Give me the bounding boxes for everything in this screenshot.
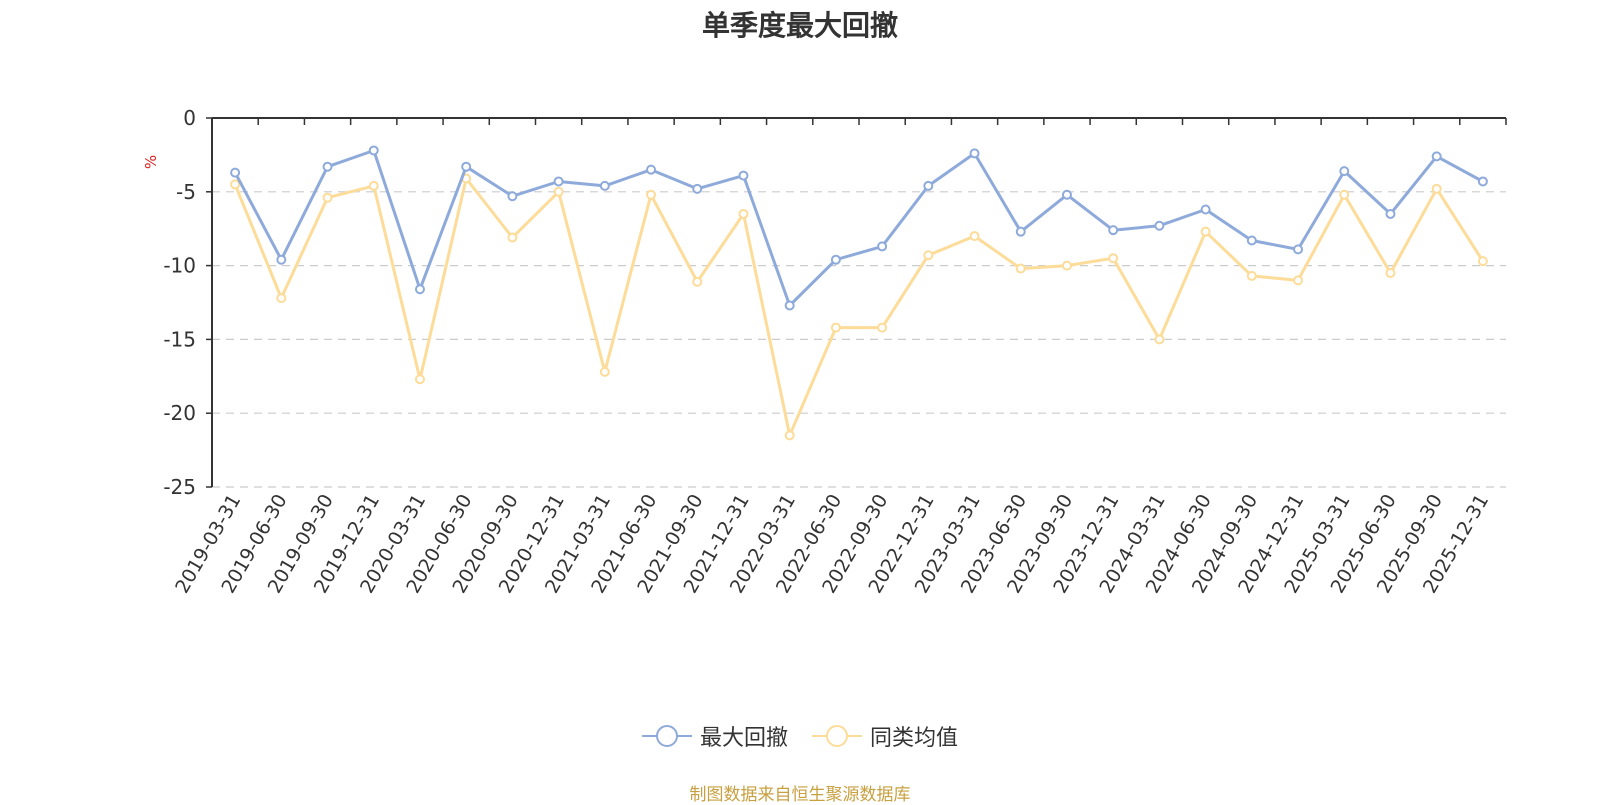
data-point[interactable] — [553, 186, 564, 197]
data-point[interactable] — [1477, 176, 1488, 187]
data-point[interactable] — [923, 250, 934, 261]
data-point[interactable] — [877, 322, 888, 333]
data-point[interactable] — [1200, 204, 1211, 215]
data-point[interactable] — [599, 180, 610, 191]
data-point[interactable] — [276, 293, 287, 304]
series-0 — [230, 145, 1488, 311]
data-point[interactable] — [322, 192, 333, 203]
chart-title: 单季度最大回撤 — [701, 9, 898, 42]
data-point[interactable] — [969, 231, 980, 242]
y-tick-label: 0 — [183, 106, 196, 130]
data-point[interactable] — [1339, 189, 1350, 200]
data-point[interactable] — [1108, 253, 1119, 264]
data-point[interactable] — [692, 183, 703, 194]
data-point[interactable] — [923, 180, 934, 191]
data-point[interactable] — [1246, 235, 1257, 246]
y-tick-label: -10 — [163, 254, 196, 278]
data-point[interactable] — [1431, 151, 1442, 162]
data-point[interactable] — [1431, 183, 1442, 194]
data-point[interactable] — [738, 170, 749, 181]
series-line — [233, 149, 1484, 307]
data-point[interactable] — [1339, 166, 1350, 177]
data-point[interactable] — [553, 176, 564, 187]
series — [230, 145, 1488, 441]
data-point[interactable] — [784, 300, 795, 311]
legend-item-series-1[interactable]: 同类均值 — [812, 720, 958, 752]
data-point[interactable] — [1477, 256, 1488, 267]
legend-label-0: 最大回撤 — [699, 726, 788, 751]
data-point[interactable] — [830, 322, 841, 333]
data-point[interactable] — [738, 208, 749, 219]
data-point[interactable] — [230, 167, 241, 178]
y-axis-label: % — [142, 155, 160, 169]
axes — [206, 117, 1507, 488]
data-point[interactable] — [1246, 270, 1257, 281]
data-point[interactable] — [877, 241, 888, 252]
data-point[interactable] — [784, 430, 795, 441]
data-point[interactable] — [692, 276, 703, 287]
legend-label-1: 同类均值 — [870, 726, 959, 751]
y-tick-label: -25 — [163, 475, 196, 499]
legend-marker-1 — [812, 725, 862, 747]
series-1 — [230, 173, 1488, 441]
grid-lines — [212, 191, 1506, 488]
y-tick-labels: 0 -5 -10 -15 -20 -25 — [163, 106, 196, 499]
data-point[interactable] — [646, 164, 657, 175]
data-point[interactable] — [507, 232, 518, 243]
data-point[interactable] — [1015, 263, 1026, 274]
legend-item-series-0[interactable]: 最大回撤 — [641, 720, 788, 752]
data-point[interactable] — [646, 189, 657, 200]
data-point[interactable] — [1108, 225, 1119, 236]
x-tick-labels: 2019-03-312019-06-302019-09-302019-12-31… — [171, 491, 1493, 598]
data-point[interactable] — [414, 374, 425, 385]
data-point[interactable] — [507, 191, 518, 202]
data-point[interactable] — [1385, 208, 1396, 219]
data-point[interactable] — [1154, 334, 1165, 345]
data-point[interactable] — [969, 148, 980, 159]
data-point[interactable] — [1061, 189, 1072, 200]
data-point[interactable] — [830, 254, 841, 265]
data-point[interactable] — [1154, 220, 1165, 231]
data-point[interactable] — [276, 254, 287, 265]
data-point[interactable] — [599, 366, 610, 377]
data-point[interactable] — [1015, 226, 1026, 237]
y-tick-label: -15 — [163, 327, 196, 351]
y-tick-label: -20 — [163, 401, 196, 425]
data-point[interactable] — [1293, 244, 1304, 255]
data-point[interactable] — [230, 179, 241, 190]
data-point[interactable] — [1061, 260, 1072, 271]
source-note: 制图数据来自恒生聚源数据库 — [689, 785, 911, 805]
data-point[interactable] — [368, 145, 379, 156]
data-point[interactable] — [461, 161, 472, 172]
data-point[interactable] — [368, 180, 379, 191]
data-point[interactable] — [1293, 275, 1304, 286]
series-line — [233, 177, 1485, 437]
legend: 最大回撤 同类均值 — [0, 720, 1600, 752]
data-point[interactable] — [322, 161, 333, 172]
data-point[interactable] — [1200, 226, 1211, 237]
y-tick-label: -5 — [176, 180, 196, 204]
data-point[interactable] — [1385, 267, 1396, 278]
data-point[interactable] — [414, 284, 425, 295]
legend-marker-0 — [641, 725, 692, 747]
